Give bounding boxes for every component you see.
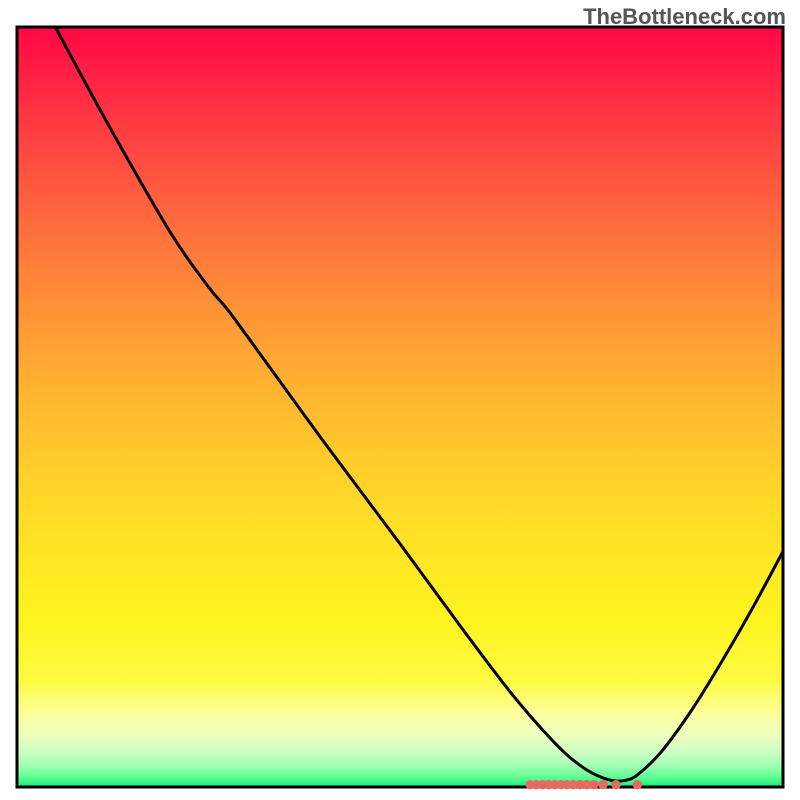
data-marker: [599, 781, 607, 789]
plot-background: [17, 27, 783, 787]
chart-container: TheBottleneck.com: [0, 0, 800, 800]
bottleneck-chart: [0, 0, 800, 800]
data-marker: [590, 781, 598, 789]
data-marker: [612, 781, 620, 789]
data-marker: [633, 781, 641, 789]
